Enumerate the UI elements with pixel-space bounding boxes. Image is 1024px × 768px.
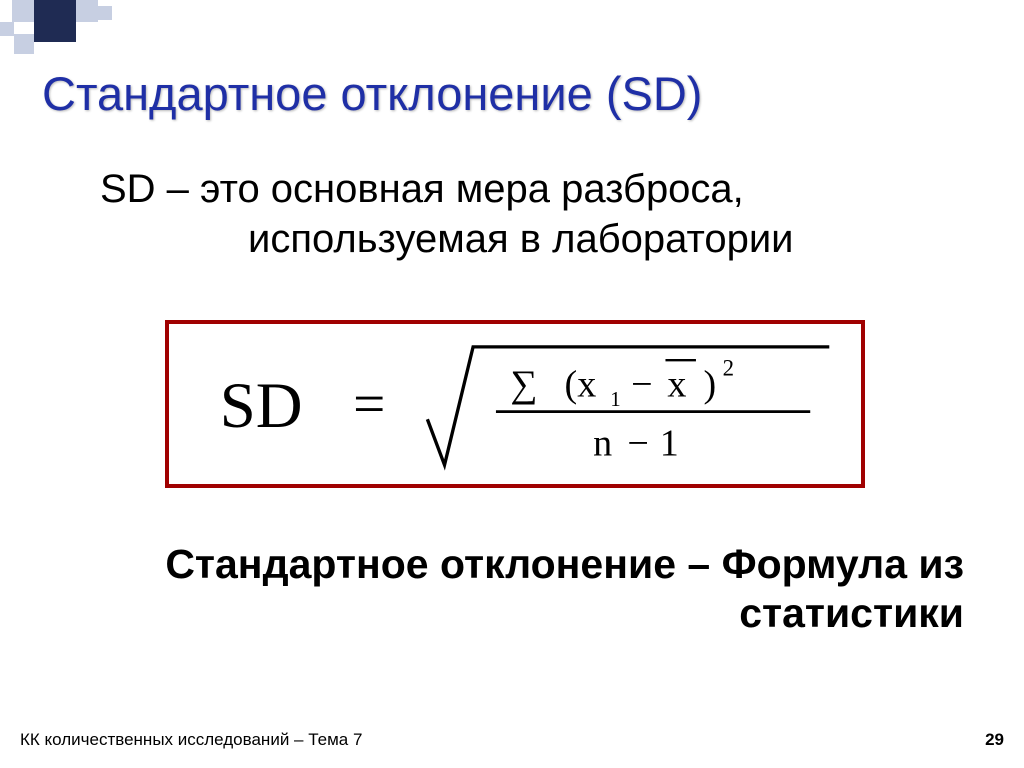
denom-n: n bbox=[593, 422, 612, 464]
superscript-2: 2 bbox=[723, 355, 734, 380]
slide-footer: КК количественных исследований – Тема 7 … bbox=[20, 730, 1004, 750]
definition-block: SD – это основная мера разброса, использ… bbox=[100, 164, 934, 264]
decor-square bbox=[0, 22, 14, 36]
decor-square bbox=[14, 34, 34, 54]
subtitle-line1: Стандартное отклонение – Формула из bbox=[60, 540, 964, 589]
subtitle-line2: статистики bbox=[60, 589, 964, 638]
formula-lhs: SD bbox=[220, 370, 303, 442]
footer-text: КК количественных исследований – Тема 7 bbox=[20, 730, 362, 750]
definition-line2: используемая в лаборатории bbox=[100, 214, 934, 264]
decor-square bbox=[76, 0, 98, 22]
close-paren: ) bbox=[704, 363, 717, 405]
subscript-1: 1 bbox=[610, 387, 620, 411]
slide-title: Стандартное отклонение (SD) bbox=[42, 66, 982, 121]
equals-sign: = bbox=[353, 373, 385, 436]
formula-svg: SD = ∑ (x 1 − x ) 2 n − 1 bbox=[169, 324, 861, 484]
sigma-icon: ∑ bbox=[510, 363, 537, 405]
corner-decoration bbox=[0, 0, 140, 55]
subtitle-block: Стандартное отклонение – Формула из стат… bbox=[60, 540, 964, 638]
open-paren-x: (x bbox=[565, 363, 597, 405]
decor-square bbox=[98, 6, 112, 20]
decor-square bbox=[34, 0, 76, 42]
formula-box: SD = ∑ (x 1 − x ) 2 n − 1 bbox=[165, 320, 865, 488]
page-number: 29 bbox=[985, 730, 1004, 750]
decor-square bbox=[12, 0, 34, 22]
denom-minus: − bbox=[627, 422, 648, 464]
minus-numerator: − bbox=[631, 363, 652, 405]
denom-one: 1 bbox=[660, 422, 679, 464]
xbar-x: x bbox=[667, 363, 686, 405]
definition-line1: SD – это основная мера разброса, bbox=[100, 164, 934, 214]
